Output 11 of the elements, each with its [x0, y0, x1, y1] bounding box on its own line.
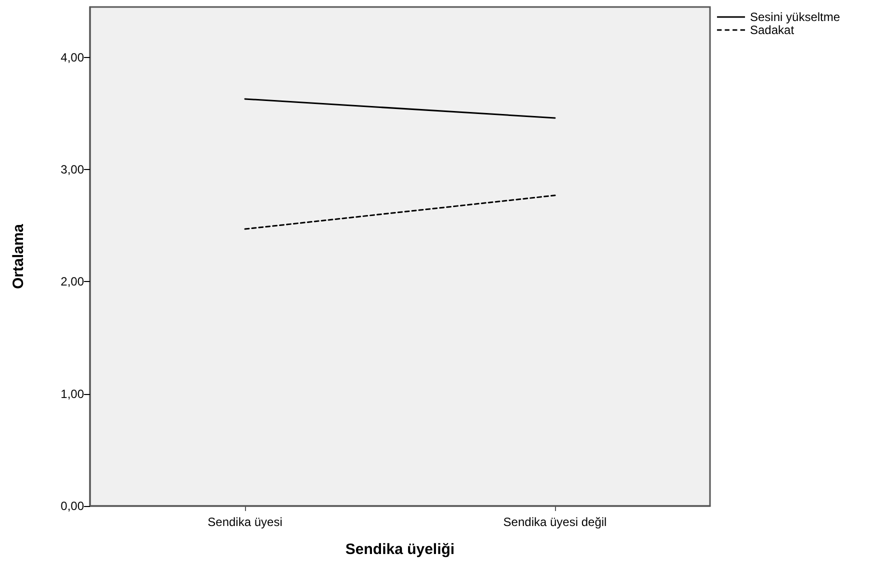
x-axis-title: Sendika üyeliği: [345, 541, 455, 558]
y-tick-label: 4,00: [60, 50, 84, 64]
x-tick-label: Sendika üyesi değil: [503, 515, 607, 529]
legend-label: Sadakat: [750, 23, 795, 37]
y-tick-label: 2,00: [60, 274, 84, 289]
y-axis-title: Ortalama: [10, 223, 27, 290]
y-tick-label: 1,00: [60, 386, 84, 401]
y-tick-label: 3,00: [60, 162, 84, 177]
legend-label: Sesini yükseltme: [750, 10, 840, 24]
y-tick-label: 0,00: [60, 499, 84, 513]
x-tick-label: Sendika üyesi: [208, 515, 282, 529]
